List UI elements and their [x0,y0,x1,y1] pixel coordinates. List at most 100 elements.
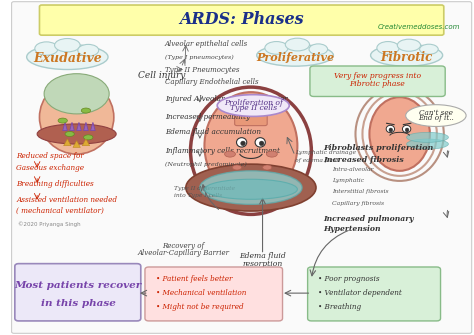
Text: Increased permeability: Increased permeability [165,113,250,121]
Text: • Ventilator dependent: • Ventilator dependent [319,289,402,297]
Text: Edema fluid: Edema fluid [239,252,286,260]
Ellipse shape [65,132,74,137]
Ellipse shape [232,165,242,170]
Text: ( mechanical ventilator): ( mechanical ventilator) [16,206,104,214]
Text: (Type I pneumocytes): (Type I pneumocytes) [165,54,234,60]
Text: Fibrotic phase: Fibrotic phase [349,80,405,88]
Polygon shape [64,139,71,146]
Text: Very few progress into: Very few progress into [334,72,421,80]
Ellipse shape [83,135,93,140]
Text: Reduced space for: Reduced space for [16,152,84,160]
Text: Proliferation of: Proliferation of [224,99,283,107]
Text: Exudative: Exudative [33,52,102,65]
Text: Fibrotic: Fibrotic [381,51,433,64]
Text: Edema fluid accumulation: Edema fluid accumulation [165,128,261,136]
Text: Alveolar-Capillary Barrier: Alveolar-Capillary Barrier [137,249,229,257]
Text: Hypertension: Hypertension [323,225,381,233]
Text: Breathing difficulties: Breathing difficulties [16,180,94,188]
Ellipse shape [263,165,272,170]
Text: Can't see: Can't see [419,109,453,117]
Ellipse shape [35,42,58,55]
Ellipse shape [389,128,392,132]
Ellipse shape [241,141,246,146]
Ellipse shape [257,45,333,66]
Text: Increased fibrosis: Increased fibrosis [323,156,404,164]
Text: • Patient feels better: • Patient feels better [155,275,232,283]
FancyBboxPatch shape [235,95,267,126]
Text: into Type I cells: into Type I cells [174,194,222,198]
Ellipse shape [217,95,289,117]
Ellipse shape [397,39,420,51]
Text: Intra-alveolar: Intra-alveolar [332,168,374,172]
Text: of edema fluid: of edema fluid [295,158,339,162]
Text: Lymphatic: Lymphatic [332,179,364,183]
Text: Gaseous exchange: Gaseous exchange [16,164,84,172]
Ellipse shape [407,132,448,142]
Text: • Poor prognosis: • Poor prognosis [319,275,380,283]
Text: Capillary fibrosis: Capillary fibrosis [332,201,384,205]
Ellipse shape [237,138,247,147]
Text: Fibroblasts proliferation: Fibroblasts proliferation [323,144,433,152]
Text: Cell injury: Cell injury [138,71,186,80]
Ellipse shape [55,39,80,52]
Text: Capillary Endothelial cells: Capillary Endothelial cells [165,78,259,86]
Ellipse shape [406,105,466,127]
FancyBboxPatch shape [11,2,472,333]
Text: Type II Pneumocytes: Type II Pneumocytes [165,66,239,74]
Text: Inflammatory cells recruitment: Inflammatory cells recruitment [165,147,280,155]
Polygon shape [82,139,90,146]
Ellipse shape [266,151,277,157]
Ellipse shape [371,45,443,66]
Text: Recovery of: Recovery of [163,242,205,250]
Ellipse shape [78,45,99,56]
Polygon shape [77,122,82,131]
Ellipse shape [255,138,265,147]
Text: Increased pulmonary: Increased pulmonary [323,215,414,223]
Polygon shape [73,141,81,147]
Ellipse shape [405,128,409,132]
FancyBboxPatch shape [39,5,444,35]
Ellipse shape [204,179,297,199]
Text: Type II cells: Type II cells [230,104,277,112]
Ellipse shape [265,42,288,54]
FancyBboxPatch shape [310,66,445,96]
Ellipse shape [200,171,302,204]
Text: ARDS: Phases: ARDS: Phases [179,11,304,28]
Ellipse shape [37,124,116,144]
Ellipse shape [377,42,399,54]
Text: Most patients recover: Most patients recover [14,281,142,290]
Text: Injured Alveolar-capillary barrier: Injured Alveolar-capillary barrier [165,95,288,103]
Text: End of it..: End of it.. [418,114,454,122]
Ellipse shape [285,38,310,51]
Text: Lymphatic drainage: Lymphatic drainage [295,150,356,155]
Text: Creativemeddoses.com: Creativemeddoses.com [378,24,460,30]
Ellipse shape [386,125,394,133]
Ellipse shape [186,164,316,211]
Ellipse shape [27,45,108,70]
Ellipse shape [58,118,67,123]
FancyBboxPatch shape [15,264,141,321]
Ellipse shape [39,80,114,154]
Polygon shape [91,122,95,131]
Text: • Mechanical ventilation: • Mechanical ventilation [155,289,246,297]
Text: resorption: resorption [242,260,283,268]
FancyBboxPatch shape [308,267,440,321]
Text: Interstitial fibrosis: Interstitial fibrosis [332,190,389,194]
Text: Alveolar epithelial cells: Alveolar epithelial cells [165,40,248,48]
Text: in this phase: in this phase [41,299,116,308]
Text: (Neutrophil predominate): (Neutrophil predominate) [165,162,247,168]
Ellipse shape [369,97,430,171]
Polygon shape [83,122,88,131]
Ellipse shape [44,74,109,114]
Polygon shape [70,122,74,131]
Ellipse shape [82,108,91,113]
Text: Assisted ventilation needed: Assisted ventilation needed [16,196,117,204]
Ellipse shape [419,44,438,54]
Ellipse shape [259,141,264,146]
Text: Proliferative: Proliferative [256,52,334,63]
Text: Type II differentiate: Type II differentiate [174,186,235,191]
Text: • Might not be required: • Might not be required [155,303,243,311]
Ellipse shape [402,125,411,133]
FancyBboxPatch shape [145,267,283,321]
Ellipse shape [407,139,448,149]
